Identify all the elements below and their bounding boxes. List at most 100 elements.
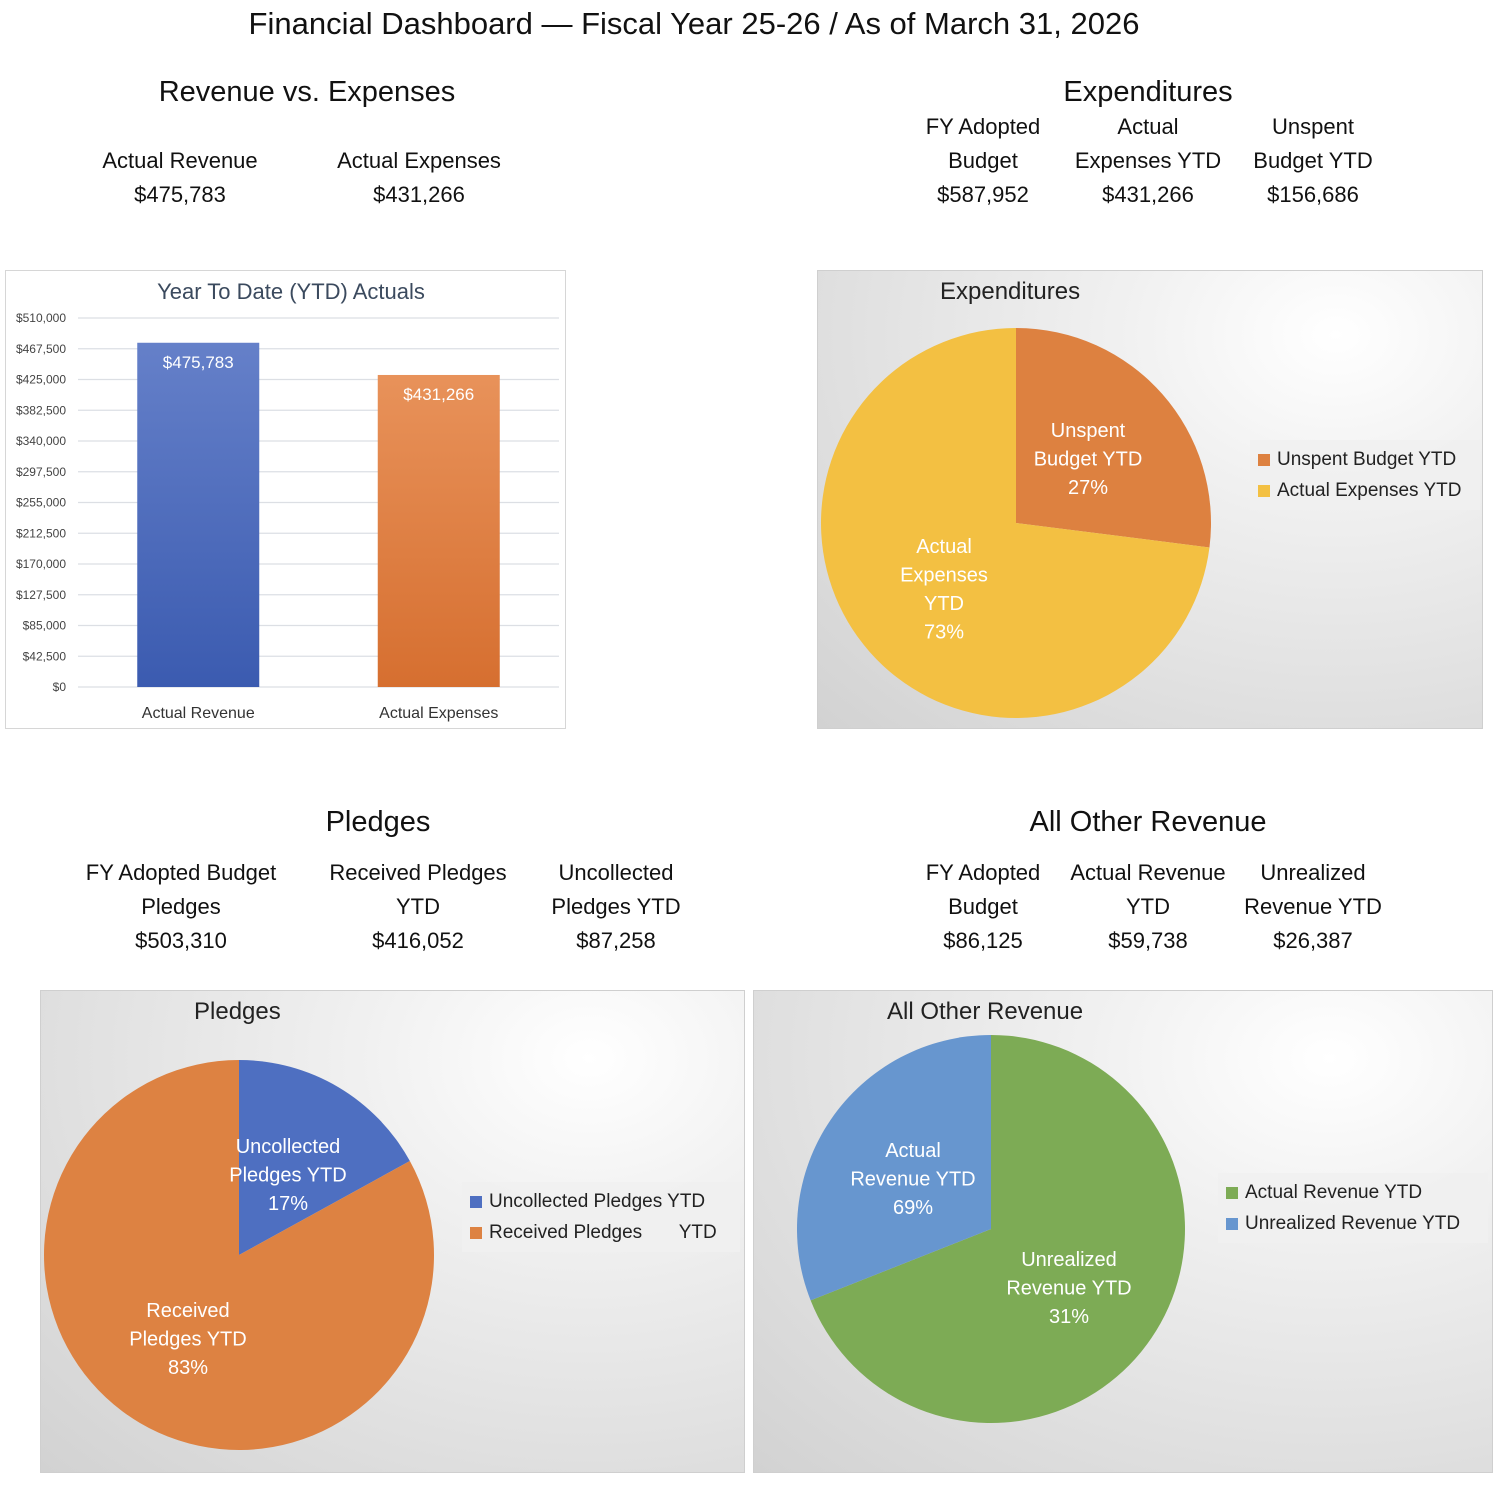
legend-swatch-icon [1258,484,1270,497]
kpi-label: Uncollected Pledges YTD [551,860,681,919]
y-tick-label: $340,000 [16,434,66,448]
expenditures-pie-card: Expenditures Unspent Budget YTD 27% Actual E… [817,270,1483,729]
bar-chart-svg: Year To Date (YTD) Actuals $0 $42,500 $85,… [16,279,559,722]
pie-slice-actual-revenue-ytd [810,1035,1185,1423]
y-tick-label: $212,500 [16,526,66,540]
kpi-unrealized-revenue-ytd: Unrealized Revenue YTD $26,387 [1228,856,1398,958]
y-tick-label: $127,500 [16,588,66,602]
pie-data-label: Received Pledges YTD 83% [129,1300,246,1379]
legend-label: Received Pledges YTD [489,1221,717,1243]
kpi-value: $475,783 [134,182,226,207]
other-revenue-title: All Other Revenue [1029,806,1267,838]
kpi-actual-expenses-ytd: Actual Expenses YTD $431,266 [1063,110,1233,212]
kpi-label: Actual Revenue [102,148,258,173]
kpi-label: FY Adopted Budget Pledges [85,860,277,919]
legend-swatch-icon [470,1195,482,1208]
kpi-value: $503,310 [135,928,227,953]
legend-label: Unrealized Revenue YTD [1245,1212,1461,1234]
expenditures-pie-title: Expenditures [940,278,1081,305]
kpi-label: Unspent Budget YTD [1253,114,1373,173]
kpi-label: FY Adopted Budget [925,860,1041,919]
pie-slice-uncollected-pledges-ytd [239,1060,410,1255]
pledges-legend: Uncollected Pledges YTD Received Pledges… [462,1182,740,1252]
y-tick-label: $297,500 [16,465,66,479]
kpi-label: Actual Expenses [337,148,501,173]
kpi-value: $156,686 [1267,182,1359,207]
pledges-pie-title: Pledges [194,998,281,1025]
pie-data-label: Actual Expenses YTD 73% [900,536,988,644]
other-revenue-legend: Actual Revenue YTD Unrealized Revenue YT… [1218,1173,1488,1243]
other-revenue-pie-title: All Other Revenue [887,998,1084,1025]
legend-swatch-icon [470,1226,482,1239]
expenditures-title: Expenditures [1063,76,1233,108]
legend-item: Received Pledges YTD [470,1217,732,1248]
dashboard-title: Financial Dashboard — Fiscal Year 25-26 … [248,6,1140,41]
legend-item: Unspent Budget YTD [1258,444,1472,475]
pledges-pie-svg: Uncollected Pledges YTD 17% Received Pledges… [44,1060,435,1450]
kpi-other-fy-adopted-budget: FY Adopted Budget $86,125 [903,856,1063,958]
legend-item: Unrealized Revenue YTD [1226,1208,1480,1239]
legend-swatch-icon [1226,1217,1238,1230]
pie-slice-received-pledges-ytd [44,1060,435,1450]
legend-swatch-icon [1258,453,1270,466]
y-tick-label: $85,000 [23,619,67,633]
kpi-received-pledges-ytd: Received Pledges YTD $416,052 [308,856,528,958]
kpi-fy-adopted-budget: FY Adopted Budget $587,952 [903,110,1063,212]
kpi-value: $587,952 [937,182,1029,207]
y-tick-label: $425,000 [16,373,66,387]
kpi-value: $416,052 [372,928,464,953]
kpi-label: FY Adopted Budget [925,114,1041,173]
bar-chart-title: Year To Date (YTD) Actuals [157,279,425,304]
legend-item: Actual Expenses YTD [1258,475,1472,506]
kpi-label: Actual Expenses YTD [1074,114,1222,173]
kpi-actual-expenses: Actual Expenses $431,266 [319,144,519,212]
pie-data-label: Actual Revenue YTD 69% [850,1140,975,1219]
ytd-actuals-chart: Year To Date (YTD) Actuals $0 $42,500 $85,… [5,270,566,729]
pie-data-label: Uncollected Pledges YTD 17% [229,1136,346,1215]
pie-data-label: Unspent Budget YTD 27% [1034,420,1143,499]
kpi-actual-revenue-ytd: Actual Revenue YTD $59,738 [1058,856,1238,958]
legend-label: Actual Expenses YTD [1277,479,1462,501]
pie-slice-actual-expenses-ytd [821,328,1210,718]
kpi-label: Actual Revenue YTD [1070,860,1226,919]
legend-item: Actual Revenue YTD [1226,1177,1480,1208]
kpi-value: $87,258 [576,928,656,953]
y-tick-label: $467,500 [16,342,66,356]
kpi-value: $59,738 [1108,928,1188,953]
pie-slice-unrealized-revenue-ytd [797,1035,991,1301]
y-tick-label: $0 [53,680,67,694]
kpi-uncollected-pledges-ytd: Uncollected Pledges YTD $87,258 [526,856,706,958]
pledges-pie-card: Pledges Uncollected Pledges YTD 17% Receive… [40,990,745,1473]
legend-item: Uncollected Pledges YTD [470,1186,732,1217]
other-revenue-pie-svg: Actual Revenue YTD 69% Unrealized Revenue YT… [797,1035,1185,1423]
kpi-value: $431,266 [1102,182,1194,207]
kpi-label: Received Pledges YTD [329,860,507,919]
pie-data-label: Unrealized Revenue YTD 31% [1006,1249,1131,1328]
bar-data-label: $431,266 [403,385,474,404]
pledges-title: Pledges [325,806,431,838]
bar-data-label: $475,783 [163,353,234,372]
pie-slice-unspent-budget-ytd [1016,328,1211,548]
y-tick-label: $382,500 [16,403,66,417]
legend-label: Actual Revenue YTD [1245,1181,1423,1203]
expenditures-legend: Unspent Budget YTD Actual Expenses YTD [1250,440,1480,510]
kpi-value: $86,125 [943,928,1023,953]
kpi-unspent-budget-ytd: Unspent Budget YTD $156,686 [1233,110,1393,212]
kpi-actual-revenue: Actual Revenue $475,783 [80,144,280,212]
y-tick-label: $255,000 [16,496,66,510]
y-tick-label: $42,500 [23,649,67,663]
legend-label: Unspent Budget YTD [1277,448,1457,470]
y-tick-label: $170,000 [16,557,66,571]
bar-actual-revenue [137,342,260,687]
revenue-vs-expenses-title: Revenue vs. Expenses [158,76,456,108]
legend-swatch-icon [1226,1186,1238,1199]
bar-actual-expenses [377,374,500,687]
kpi-fy-adopted-budget-pledges: FY Adopted Budget Pledges $503,310 [66,856,296,958]
x-category-label: Actual Expenses [379,705,498,722]
x-category-label: Actual Revenue [142,705,255,722]
legend-label: Uncollected Pledges YTD [489,1190,706,1212]
kpi-label: Unrealized Revenue YTD [1244,860,1382,919]
kpi-value: $26,387 [1273,928,1353,953]
expenditures-pie-svg: Unspent Budget YTD 27% Actual Expenses YTD 73% [821,328,1211,718]
other-revenue-pie-card: All Other Revenue Actual Revenue YTD 69% Un… [753,990,1493,1473]
